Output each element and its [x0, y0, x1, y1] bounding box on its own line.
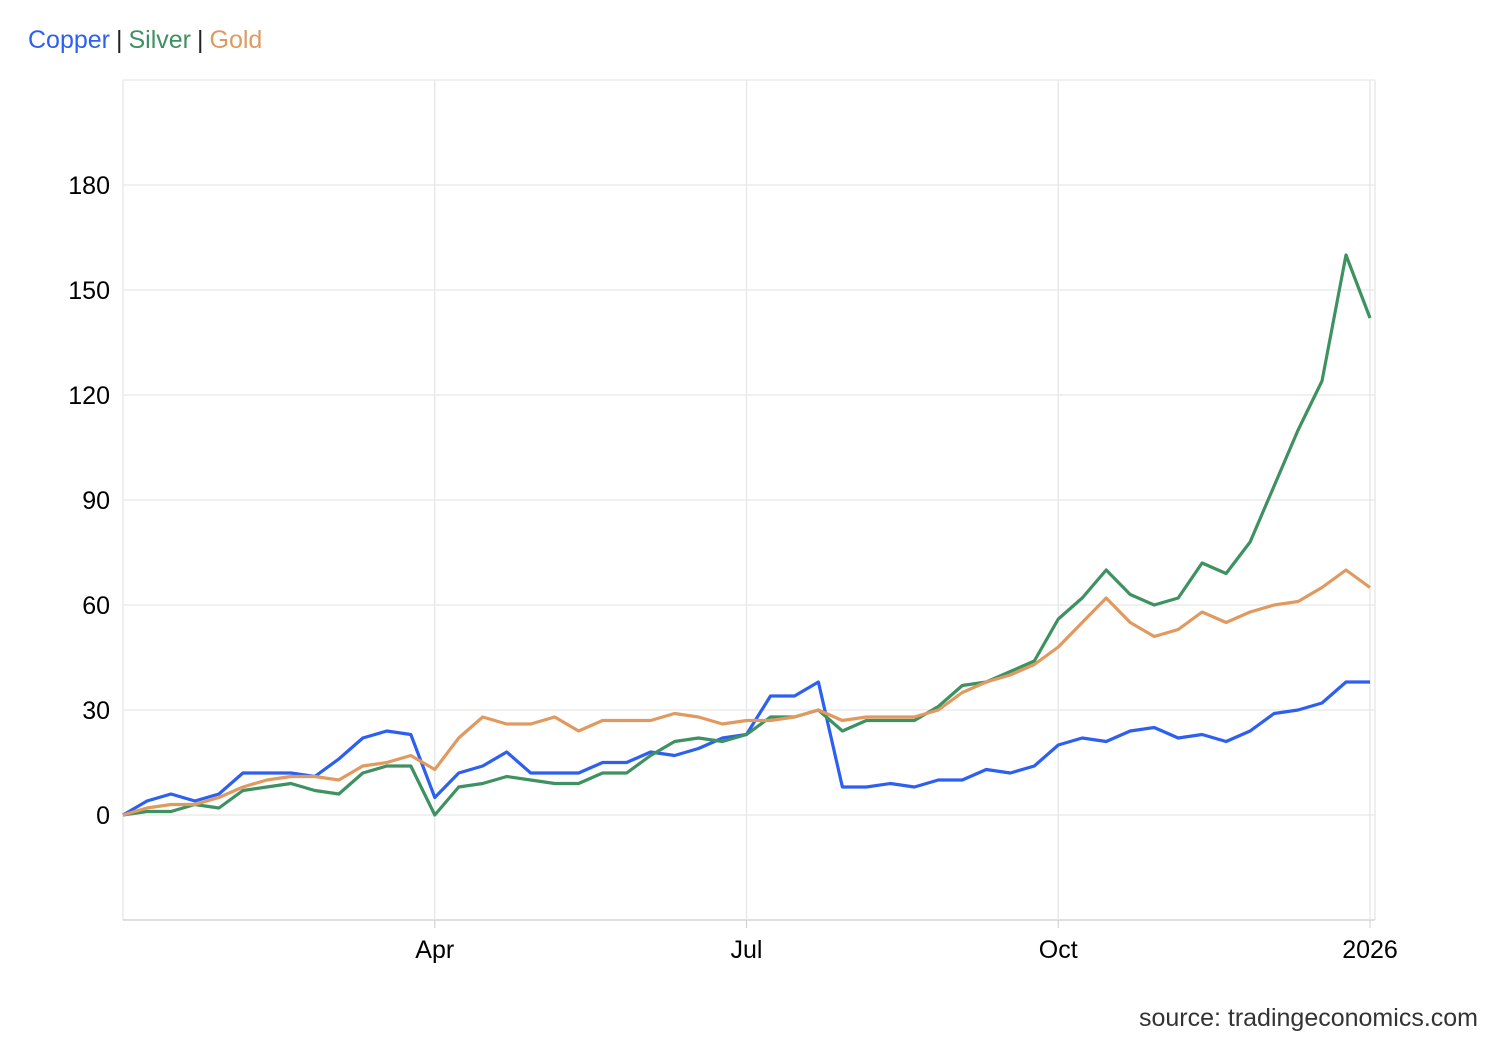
y-tick-label: 120: [68, 382, 110, 410]
y-tick-label: 150: [68, 277, 110, 305]
y-tick-label: 30: [82, 697, 110, 725]
y-tick-label: 60: [82, 592, 110, 620]
y-tick-label: 0: [96, 802, 110, 830]
legend-separator: |: [116, 26, 123, 54]
y-tick-label: 90: [82, 487, 110, 515]
legend-entry: Silver: [129, 26, 192, 54]
x-tick-label: Oct: [1039, 936, 1078, 964]
series-line: [122, 568, 1371, 817]
series-line: [122, 253, 1372, 817]
x-tick-label: Jul: [731, 936, 763, 964]
legend-entry: Gold: [210, 26, 263, 54]
legend-entry: Copper: [28, 26, 110, 54]
x-tick-label: Apr: [415, 936, 454, 964]
y-tick-label: 180: [68, 172, 110, 200]
source: source: tradingeconomics.com: [1139, 1004, 1478, 1032]
legend-separator: |: [197, 26, 204, 54]
legend: Copper | Silver | Gold: [28, 26, 262, 54]
x-tick-label: 2026: [1342, 936, 1398, 964]
